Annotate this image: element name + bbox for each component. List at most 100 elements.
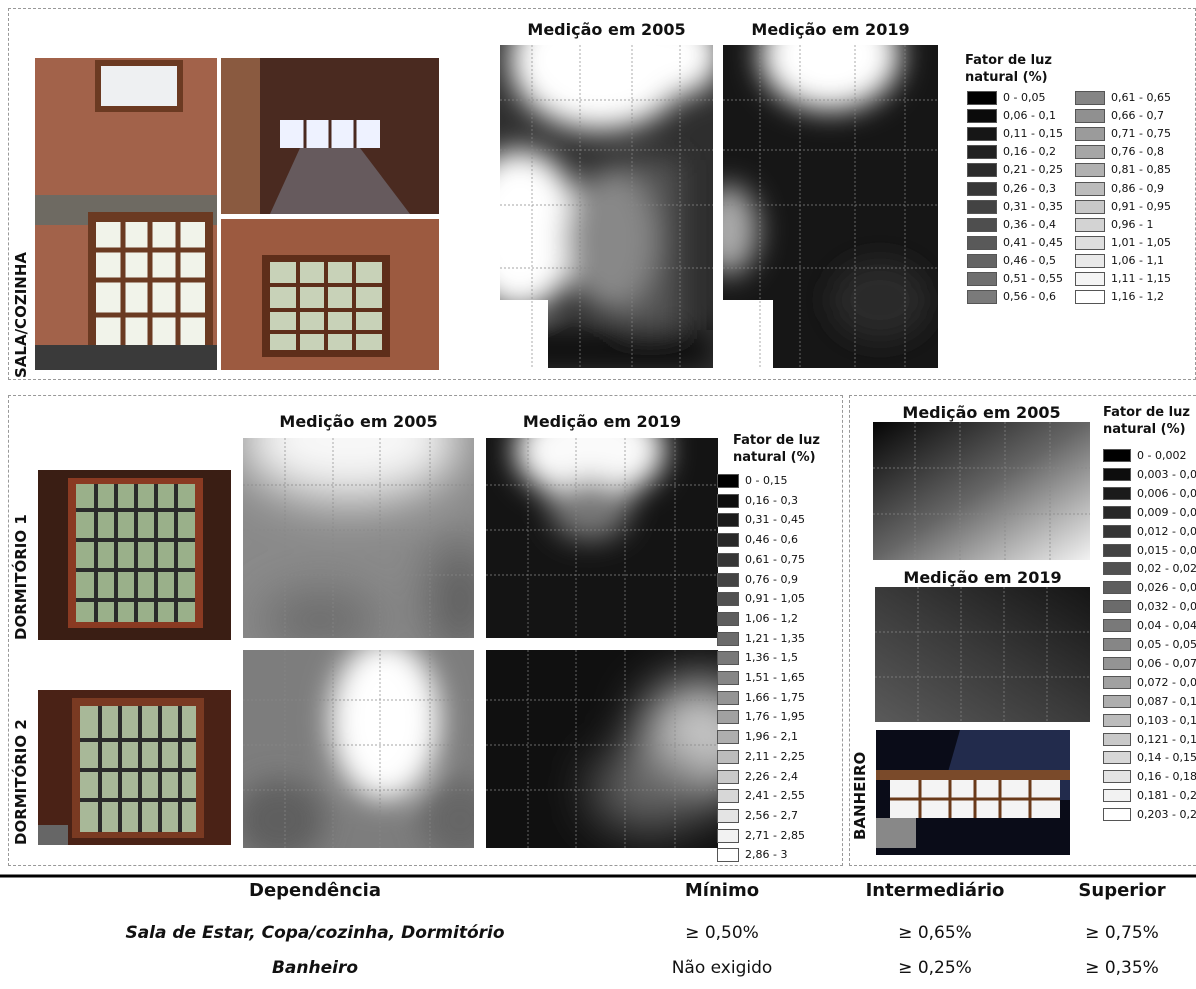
legend-label: 0,66 - 0,7 [1111, 109, 1164, 123]
legend-swatch [1075, 290, 1105, 304]
map-title: Medição em 2005 [500, 20, 713, 39]
table-cell: ≥ 0,25% [898, 958, 972, 978]
legend-swatch [1075, 218, 1105, 232]
legend-label: 0,16 - 0,18 [1137, 770, 1196, 783]
legend-label: 0,11 - 0,15 [1003, 127, 1063, 141]
legend-label: 0,86 - 0,9 [1111, 182, 1164, 196]
legend-swatch [717, 651, 739, 665]
table-cell: ≥ 0,65% [898, 923, 972, 943]
legend-swatch [717, 553, 739, 567]
legend-label: 1,76 - 1,95 [745, 710, 805, 724]
legend-swatch [717, 750, 739, 764]
table-cell: Banheiro [272, 958, 358, 978]
legend-label: 0 - 0,15 [745, 474, 787, 488]
legend-swatch [717, 474, 739, 488]
legend-swatch [1103, 638, 1131, 651]
section-label: BANHEIRO [851, 752, 869, 840]
legend-swatch [967, 163, 997, 177]
legend-swatch [717, 533, 739, 547]
legend-label: 0,21 - 0,25 [1003, 163, 1063, 177]
legend-swatch [1103, 733, 1131, 746]
legend-label: 2,56 - 2,7 [745, 809, 798, 823]
legend-label: 1,51 - 1,65 [745, 671, 805, 685]
legend-swatch [967, 290, 997, 304]
legend-swatch [1075, 91, 1105, 105]
legend-label: 0,103 - 0,12 [1137, 714, 1196, 727]
legend-label: 0,121 - 0,13 [1137, 733, 1196, 746]
legend-label: 0 - 0,002 [1137, 449, 1186, 462]
legend-label: 0,003 - 0,00 [1137, 468, 1196, 481]
photo-dormitorio-2 [38, 690, 231, 845]
legend-swatch [1075, 182, 1105, 196]
legend-label: 0,61 - 0,65 [1111, 91, 1171, 105]
legend-swatch [1075, 236, 1105, 250]
legend-label: 0,06 - 0,1 [1003, 109, 1056, 123]
legend-swatch [717, 710, 739, 724]
legend-swatch [1103, 506, 1131, 519]
legend-swatch [717, 770, 739, 784]
legend-label: 0,26 - 0,3 [1003, 182, 1056, 196]
photo-sala-3 [221, 219, 439, 370]
photo-dormitorio-1 [38, 470, 231, 640]
legend-label: 0,36 - 0,4 [1003, 218, 1056, 232]
legend-swatch [1103, 562, 1131, 575]
legend-label: 0,31 - 0,45 [745, 513, 805, 527]
legend-label: 2,41 - 2,55 [745, 789, 805, 803]
legend-swatch [967, 182, 997, 196]
legend-label: 0,96 - 1 [1111, 218, 1153, 232]
legend-label: 0 - 0,05 [1003, 91, 1045, 105]
section-label: SALA/COZINHA [12, 252, 30, 378]
legend-swatch [1103, 770, 1131, 783]
legend-label: 0,41 - 0,45 [1003, 236, 1063, 250]
legend-label: 1,11 - 1,15 [1111, 272, 1171, 286]
table-header: Mínimo [685, 880, 759, 901]
legend-label: 0,203 - 0,24 [1137, 808, 1196, 821]
heatmap-sala-2019 [698, 0, 938, 370]
map-title: Medição em 2019 [486, 412, 718, 431]
legend-swatch [1103, 619, 1131, 632]
legend-label: 0,91 - 0,95 [1111, 200, 1171, 214]
legend-swatch [967, 254, 997, 268]
legend-swatch [967, 91, 997, 105]
legend-label: 0,012 - 0,01 [1137, 525, 1196, 538]
legend-swatch [1103, 525, 1131, 538]
legend-swatch [1075, 200, 1105, 214]
legend-swatch [717, 573, 739, 587]
legend-label: 1,21 - 1,35 [745, 632, 805, 646]
table-cell: ≥ 0,75% [1085, 923, 1159, 943]
legend-label: 0,51 - 0,55 [1003, 272, 1063, 286]
legend-label: 0,006 - 0,00 [1137, 487, 1196, 500]
section-label: DORMITÓRIO 1 [12, 514, 30, 640]
legend-swatch [717, 730, 739, 744]
legend-swatch [1103, 789, 1131, 802]
legend-swatch [1103, 487, 1131, 500]
legend-label: 1,66 - 1,75 [745, 691, 805, 705]
legend-swatch [717, 632, 739, 646]
legend-label: 1,16 - 1,2 [1111, 290, 1164, 304]
table-cell: ≥ 0,50% [685, 923, 759, 943]
legend-swatch [717, 513, 739, 527]
legend-swatch [1103, 581, 1131, 594]
legend-label: 0,46 - 0,5 [1003, 254, 1056, 268]
legend-label: 0,015 - 0,01 [1137, 544, 1196, 557]
map-title: Medição em 2019 [875, 568, 1090, 587]
legend-swatch [967, 236, 997, 250]
table-header: Dependência [249, 880, 381, 901]
legend-label: 1,06 - 1,1 [1111, 254, 1164, 268]
table-header: Intermediário [866, 880, 1005, 901]
legend-label: 1,06 - 1,2 [745, 612, 798, 626]
legend-swatch [1075, 254, 1105, 268]
legend-swatch [1103, 676, 1131, 689]
legend-title: Fator de luz natural (%) [733, 432, 843, 466]
legend-label: 0,06 - 0,071 [1137, 657, 1196, 670]
legend-swatch [1103, 695, 1131, 708]
legend-swatch [967, 109, 997, 123]
legend-label: 1,36 - 1,5 [745, 651, 798, 665]
legend-swatch [717, 494, 739, 508]
legend-label: 2,71 - 2,85 [745, 829, 805, 843]
legend-label: 2,86 - 3 [745, 848, 787, 862]
legend-label: 2,11 - 2,25 [745, 750, 805, 764]
table-header: Superior [1078, 880, 1165, 901]
map-title: Medição em 2005 [873, 403, 1090, 422]
page: {"sala_cozinha": {"label": "SALA/COZINHA… [0, 0, 1196, 989]
